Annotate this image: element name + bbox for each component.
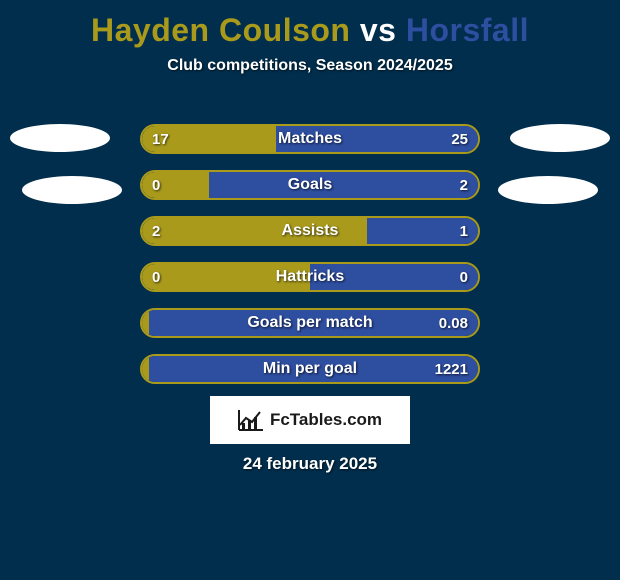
player-left-name: Hayden Coulson <box>91 12 350 48</box>
bar-value-right: 0.08 <box>439 310 468 336</box>
bar-fill-left <box>142 356 149 382</box>
bar-value-right: 25 <box>451 126 468 152</box>
stat-bar-assists: Assists21 <box>140 216 480 246</box>
bar-value-left: 0 <box>152 264 160 290</box>
bar-value-left: 17 <box>152 126 169 152</box>
bar-value-right: 1221 <box>435 356 468 382</box>
bar-value-left: 2 <box>152 218 160 244</box>
bar-fill-left <box>142 264 310 290</box>
subtitle: Club competitions, Season 2024/2025 <box>0 57 620 75</box>
date-line: 24 february 2025 <box>0 454 620 474</box>
bar-value-left: 0 <box>152 172 160 198</box>
vs-separator: vs <box>350 12 405 48</box>
bar-value-right: 0 <box>460 264 468 290</box>
stat-bar-goals: Goals02 <box>140 170 480 200</box>
comparison-bars: Matches1725Goals02Assists21Hattricks00Go… <box>140 124 480 400</box>
stat-bar-hattricks: Hattricks00 <box>140 262 480 292</box>
bar-fill-right <box>209 172 478 198</box>
brand-text: FcTables.com <box>270 410 382 430</box>
bar-fill-left <box>142 218 367 244</box>
player-right-avatar-1 <box>510 124 610 152</box>
brand-chart-icon <box>238 409 264 431</box>
player-left-avatar-2 <box>22 176 122 204</box>
player-left-avatar-1 <box>10 124 110 152</box>
stat-bar-goals-per-match: Goals per match0.08 <box>140 308 480 338</box>
stat-bar-matches: Matches1725 <box>140 124 480 154</box>
bar-fill-left <box>142 310 149 336</box>
player-right-avatar-2 <box>498 176 598 204</box>
bar-fill-right <box>149 356 478 382</box>
bar-value-right: 1 <box>460 218 468 244</box>
bar-fill-right <box>276 126 478 152</box>
bar-value-right: 2 <box>460 172 468 198</box>
brand-badge: FcTables.com <box>210 396 410 444</box>
bar-fill-right <box>149 310 478 336</box>
page-title: Hayden Coulson vs Horsfall <box>0 0 620 49</box>
bar-fill-right <box>310 264 478 290</box>
stat-bar-min-per-goal: Min per goal1221 <box>140 354 480 384</box>
player-right-name: Horsfall <box>406 12 529 48</box>
